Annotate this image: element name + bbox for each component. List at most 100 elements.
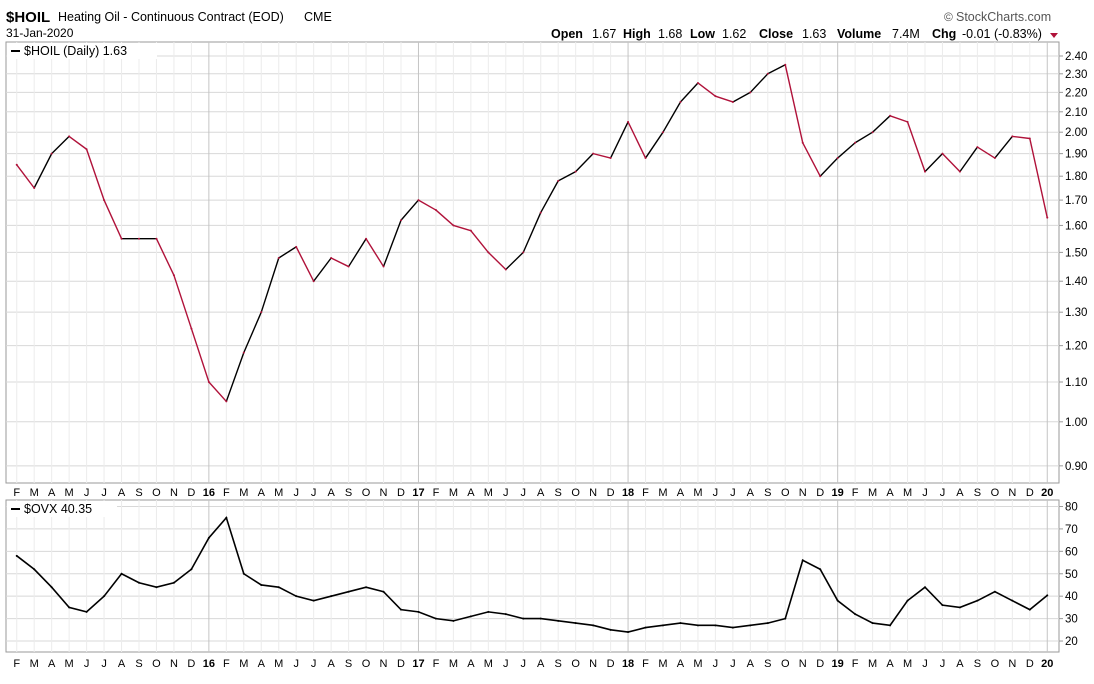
ovx-legend: $OVX 40.35: [7, 501, 117, 517]
x-tick-label-top: A: [886, 487, 894, 499]
price-y-tick-label: 2.20: [1065, 87, 1087, 99]
ovx-series: [15, 516, 1049, 634]
x-tick-label-top: 16: [203, 487, 215, 499]
ovx-legend-bg: [7, 501, 117, 517]
price-line-segment: [453, 224, 472, 232]
x-tick-label-bottom: A: [747, 658, 755, 670]
open-label: Open: [551, 27, 583, 41]
price-line-segment: [68, 135, 88, 150]
price-line-segment: [330, 257, 349, 268]
ovx-point: [801, 559, 804, 562]
ovx-point: [434, 617, 437, 620]
x-tick-label-bottom: M: [30, 658, 39, 670]
price-point: [801, 141, 804, 144]
symbol-description: Heating Oil - Continuous Contract (EOD): [58, 10, 284, 24]
price-legend-bg: [7, 43, 157, 59]
price-y-tick-label: 2.40: [1065, 51, 1087, 63]
x-tick-label-bottom: J: [922, 658, 928, 670]
x-tick-label-top: A: [537, 487, 545, 499]
x-tick-label-top: O: [362, 487, 371, 499]
ovx-point: [819, 568, 822, 571]
ovx-point: [487, 610, 490, 613]
x-tick-label-top: A: [327, 487, 335, 499]
price-point: [190, 327, 193, 330]
x-tick-label-bottom: A: [677, 658, 685, 670]
x-tick-label-top: F: [433, 487, 440, 499]
x-tick-label-bottom: A: [956, 658, 964, 670]
price-point: [522, 251, 525, 254]
price-line-segment: [854, 131, 873, 144]
x-tick-label-top: O: [781, 487, 790, 499]
x-tick-label-bottom: O: [991, 658, 1000, 670]
price-line-segment: [295, 246, 315, 282]
ovx-point: [330, 595, 333, 598]
x-tick-label-bottom: O: [362, 658, 371, 670]
ovx-point: [766, 622, 769, 625]
price-line-segment: [994, 135, 1013, 159]
x-tick-label-top: A: [48, 487, 56, 499]
price-line-segment: [487, 251, 507, 270]
x-tick-label-top: S: [555, 487, 562, 499]
price-line-segment: [382, 219, 402, 267]
ovx-point: [312, 599, 315, 602]
x-tick-label-top: A: [258, 487, 266, 499]
price-y-tick-label: 1.10: [1065, 377, 1087, 389]
price-point: [400, 219, 402, 222]
x-tick-label-bottom: M: [65, 658, 74, 670]
ovx-point: [714, 624, 717, 627]
ovx-y-axis: 80 70 60 50 40 30 20: [1059, 501, 1078, 648]
price-point: [225, 400, 228, 403]
ovx-point: [260, 583, 263, 586]
x-tick-label-bottom: N: [380, 658, 388, 670]
price-line-segment: [278, 246, 297, 259]
price-panel-frame: [5, 41, 1060, 484]
ovx-grid: [6, 500, 1059, 652]
price-line-segment: [872, 115, 891, 133]
price-line-segment: [837, 142, 856, 159]
x-tick-label-top: J: [293, 487, 299, 499]
price-line-segment: [85, 149, 105, 201]
ovx-point: [190, 568, 193, 571]
ovx-point: [574, 622, 577, 625]
x-tick-label-bottom: A: [537, 658, 545, 670]
price-point: [574, 170, 577, 173]
price-line-segment: [418, 199, 437, 211]
price-line-segment: [313, 257, 332, 282]
price-point: [452, 224, 455, 227]
x-tick-label-top: F: [13, 487, 20, 499]
price-line-segment: [260, 257, 280, 313]
price-y-tick-label: 2.30: [1065, 69, 1087, 81]
x-tick-label-bottom: M: [658, 658, 667, 670]
price-line-segment: [1012, 135, 1030, 140]
price-line-segment: [243, 311, 262, 353]
ovx-point: [696, 624, 699, 627]
ovx-point: [382, 590, 385, 593]
volume-label: Volume: [837, 27, 881, 41]
ovx-point: [871, 622, 874, 625]
x-tick-label-bottom: A: [48, 658, 56, 670]
x-tick-label-top: M: [274, 487, 283, 499]
x-tick-label-bottom: N: [170, 658, 178, 670]
x-tick-label-bottom: M: [484, 658, 493, 670]
price-point: [68, 135, 71, 138]
ovx-y-tick-label: 30: [1065, 614, 1078, 626]
price-point: [1011, 135, 1014, 138]
ovx-point: [172, 581, 175, 584]
price-line-segment: [662, 101, 682, 133]
price-line-segment: [365, 238, 385, 267]
x-tick-label-top: N: [380, 487, 388, 499]
x-tick-label-bottom: 19: [832, 658, 844, 670]
x-tick-label-top: O: [571, 487, 580, 499]
price-point: [889, 114, 892, 117]
high-label: High: [623, 27, 651, 41]
price-line-segment: [1029, 138, 1048, 218]
ovx-point: [958, 606, 961, 609]
low-label: Low: [690, 27, 715, 41]
ovx-point: [103, 595, 106, 598]
ovx-point: [993, 590, 996, 593]
ovx-point: [609, 628, 612, 631]
price-point: [679, 100, 682, 103]
x-tick-label-bottom: S: [135, 658, 142, 670]
ovx-point: [539, 617, 542, 620]
price-legend-label: $HOIL (Daily) 1.63: [24, 44, 127, 58]
